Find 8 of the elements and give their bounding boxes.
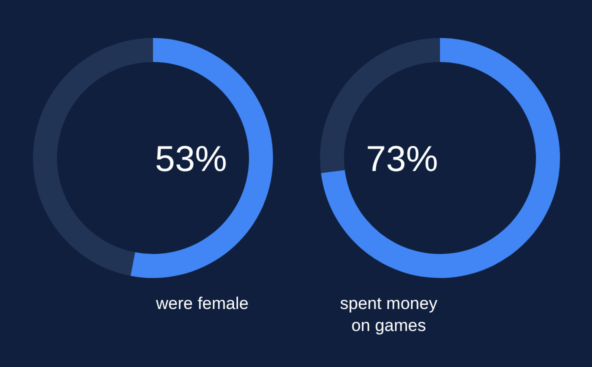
donut-slice [320,38,560,278]
text: spent money on games [340,294,438,336]
data-label: 53% [155,138,228,179]
donut-slice [320,38,440,174]
text: were female [155,294,249,313]
donut-slice [130,38,273,278]
data-label: 73% [366,138,438,179]
donut-slice [33,38,153,276]
